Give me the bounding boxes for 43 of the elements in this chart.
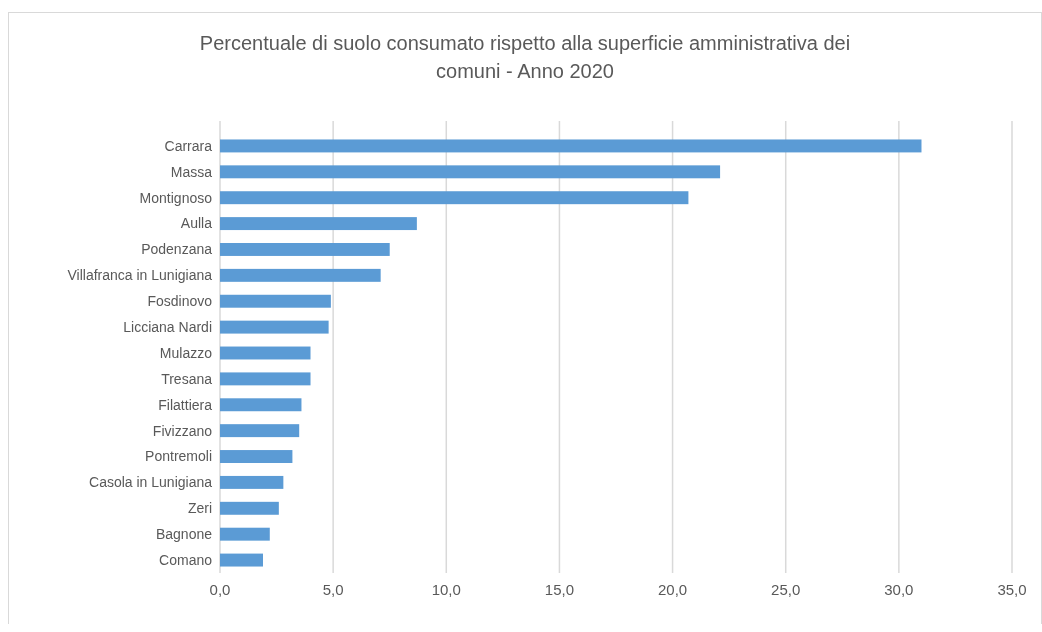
chart-title: Percentuale di suolo consumato rispetto alla superficie amministrativa dei comuni - Anno 2020 [199,32,851,82]
x-tick-label: 35,0 [997,581,1027,598]
bar [220,501,279,515]
y-tick-label: Fivizzano [152,422,213,439]
x-tick-label: 5,0 [322,581,344,598]
y-tick-label: Carrara [164,137,213,154]
y-tick-label: Fosdinovo [147,293,213,310]
y-tick-label: Pontremoli [145,448,212,465]
bar [220,165,721,179]
bar [220,346,311,360]
bar [220,294,331,308]
bar [220,320,329,334]
y-tick-label: Massa [170,163,213,180]
x-tick-label: 20,0 [657,581,688,598]
y-tick-label: Zeri [187,500,212,517]
y-tick-label: Casola in Lunigiana [89,474,213,491]
bar [220,243,390,256]
y-tick-label: Comano [159,551,213,568]
y-tick-label: Podenzana [141,241,213,258]
y-tick-label: Mulazzo [159,344,213,361]
bar [220,268,381,282]
bar [220,191,689,205]
y-tick-label: Villafranca in Lunigiana [67,267,213,284]
x-tick-label: 15,0 [544,581,575,598]
x-tick-label: 30,0 [884,581,914,598]
x-tick-label: 25,0 [771,581,801,598]
y-tick-label: Licciana Nardi [123,319,212,336]
y-tick-label: Montignoso [139,189,213,206]
bar [220,475,284,489]
bar [220,372,311,386]
bar [220,217,417,231]
x-tick-label: 0,0 [209,581,231,598]
bar [220,553,263,567]
bar [220,527,270,541]
bar [220,424,300,438]
y-tick-label: Tresana [161,370,213,387]
bar [220,139,922,153]
bar [220,398,302,412]
x-tick-label: 10,0 [431,581,461,598]
y-tick-label: Aulla [180,215,213,232]
y-tick-label: Bagnone [155,526,213,543]
bar [220,450,293,463]
y-tick-label: Filattiera [158,396,213,413]
